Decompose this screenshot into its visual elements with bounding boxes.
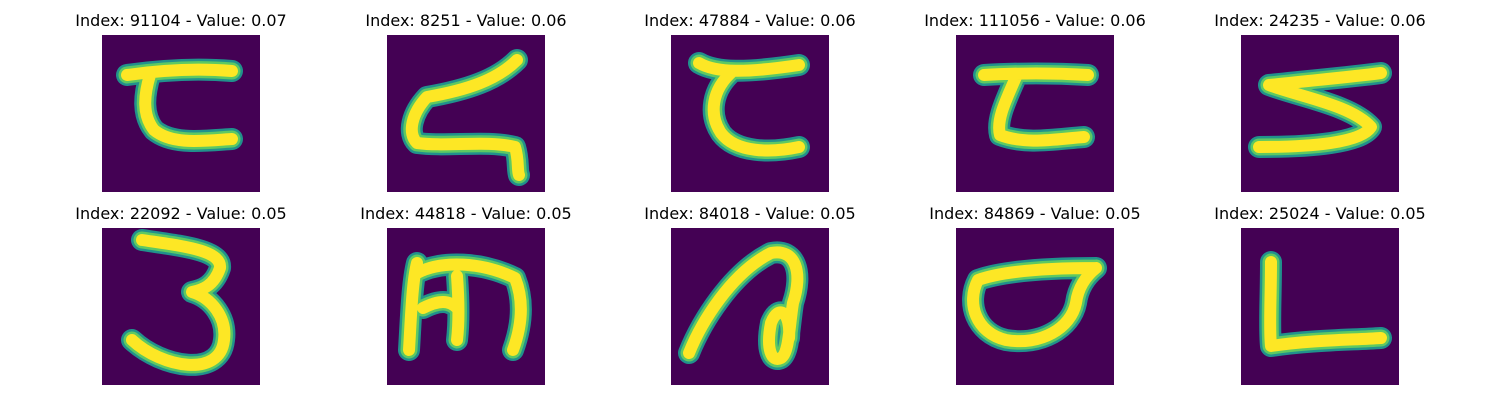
- glyph-stroke: [126, 234, 231, 371]
- glyph-7: [398, 252, 532, 361]
- panel-title: Index: 24235 - Value: 0.06: [1214, 11, 1426, 30]
- digit-image: [671, 228, 829, 385]
- glyph-stroke: [1253, 67, 1387, 153]
- panel-title: Index: 84869 - Value: 0.05: [929, 204, 1141, 223]
- glyph-stroke: [683, 246, 804, 365]
- glyph-10: [1259, 251, 1392, 357]
- digit-image: [1241, 35, 1399, 192]
- panel-title: Index: 84018 - Value: 0.05: [644, 204, 856, 223]
- panel-title: Index: 111056 - Value: 0.06: [924, 11, 1146, 30]
- digit-image: [387, 35, 545, 192]
- glyph-8: [678, 241, 809, 370]
- glyph-stroke: [405, 54, 525, 181]
- digit-image: [387, 228, 545, 385]
- glyph-5: [1248, 62, 1392, 158]
- glyph-stroke: [693, 57, 805, 157]
- glyph-stroke: [403, 257, 527, 356]
- panel-title: Index: 25024 - Value: 0.05: [1214, 204, 1426, 223]
- glyph-stroke: [967, 262, 1102, 348]
- glyph-stroke: [121, 63, 238, 148]
- glyph-stroke: [1264, 256, 1387, 352]
- panel-title: Index: 8251 - Value: 0.06: [365, 11, 567, 30]
- glyph-6: [121, 229, 236, 376]
- digit-image: [1241, 228, 1399, 385]
- digit-image: [956, 228, 1114, 385]
- panel-title: Index: 44818 - Value: 0.05: [360, 204, 572, 223]
- glyph-1: [116, 58, 243, 153]
- glyph-2: [400, 49, 530, 186]
- glyph-3: [688, 52, 810, 162]
- digit-image: [956, 35, 1114, 192]
- digit-image: [671, 35, 829, 192]
- glyph-4: [973, 62, 1099, 152]
- glyph-stroke: [978, 67, 1094, 147]
- panel-title: Index: 47884 - Value: 0.06: [644, 11, 856, 30]
- glyph-9: [962, 257, 1107, 353]
- panel-title: Index: 91104 - Value: 0.07: [75, 11, 287, 30]
- panel-title: Index: 22092 - Value: 0.05: [75, 204, 287, 223]
- digit-image: [102, 228, 260, 385]
- digit-image: [102, 35, 260, 192]
